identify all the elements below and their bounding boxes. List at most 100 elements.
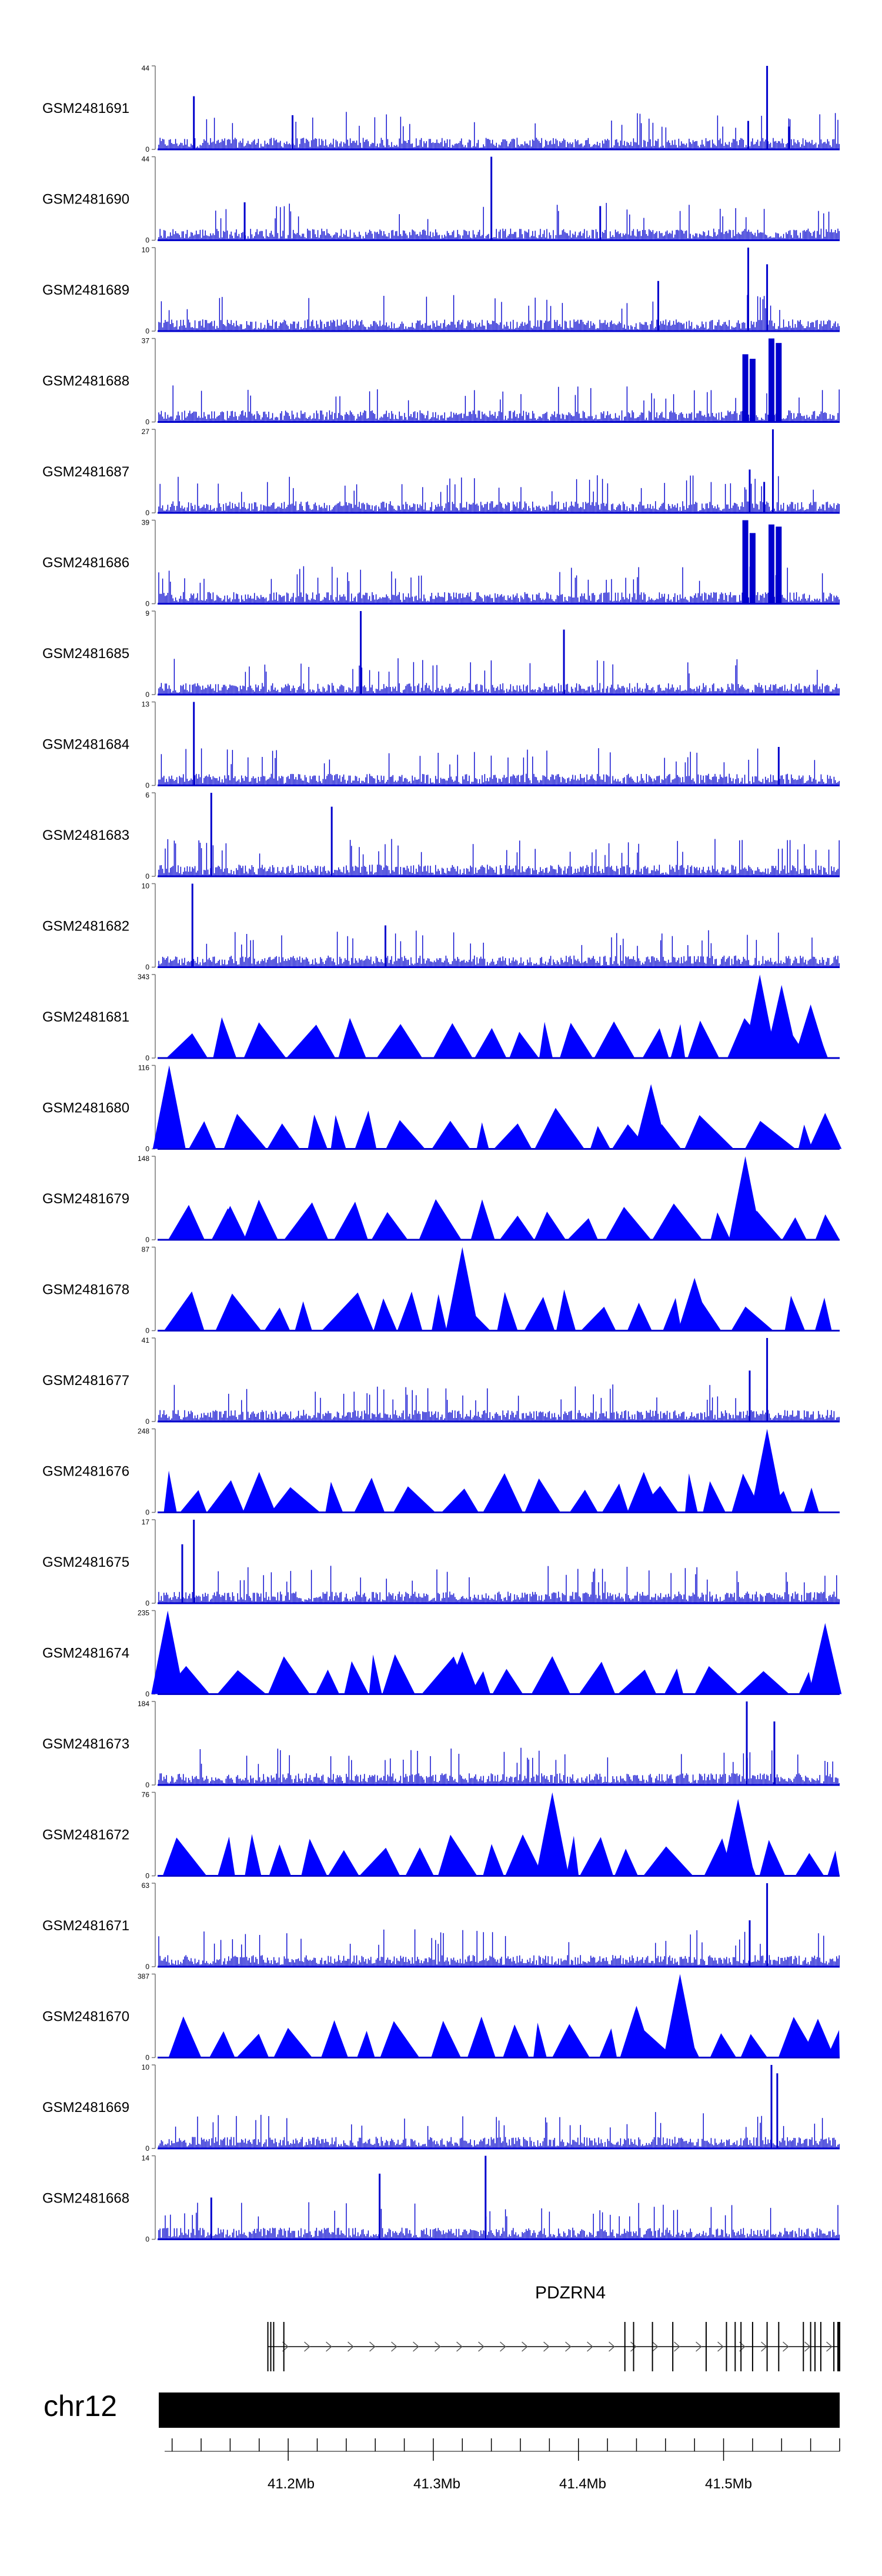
track-sample-label: GSM2481685 [42, 646, 129, 662]
signal-triangle [376, 1024, 423, 1058]
track-sample-label: GSM2481682 [42, 919, 129, 935]
track-ymin-label: 0 [145, 1872, 149, 1880]
strand-arrow [630, 2341, 637, 2352]
signal-bars [158, 1566, 840, 1603]
signal-triangle [685, 1473, 698, 1513]
gene-exon-block [837, 2322, 840, 2371]
signal-triangle [308, 1115, 328, 1149]
signal-triangle [357, 2031, 375, 2058]
signal-bars [158, 930, 840, 967]
track-ymax-label: 10 [142, 882, 150, 890]
signal-bars [158, 385, 840, 422]
track-ymin-label: 0 [145, 1236, 149, 1244]
track-ymin-label: 0 [145, 1054, 149, 1062]
signal-triangle [405, 1847, 434, 1876]
signal-triangle [605, 1207, 652, 1240]
signal-triangle [333, 1202, 368, 1240]
signal-peak [663, 1974, 697, 2058]
signal-triangle [493, 1123, 532, 1149]
strand-arrow [326, 2341, 332, 2352]
strand-arrow [348, 2341, 354, 2352]
track-GSM2481676: GSM2481676 248 0 [42, 1427, 840, 1517]
signal-peak [808, 1623, 842, 1694]
track-GSM2481690: GSM2481690 44 0 [42, 155, 840, 245]
signal-peak [536, 1792, 569, 1876]
strand-arrow [674, 2341, 680, 2352]
track-sample-label: GSM2481679 [42, 1191, 129, 1207]
signal-triangle [594, 1021, 635, 1058]
track-sample-label: GSM2481684 [42, 737, 129, 753]
strand-arrow [500, 2341, 506, 2352]
signal-triangle [316, 1669, 340, 1694]
signal-triangle [206, 1480, 245, 1513]
signal-triangle [694, 1666, 739, 1694]
signal-triangle [467, 2016, 496, 2058]
signal-bars [158, 1929, 840, 1967]
track-sample-label: GSM2481670 [42, 2009, 129, 2025]
strand-arrow [304, 2341, 310, 2352]
signal-triangle [815, 1214, 840, 1240]
track-sample-label: GSM2481688 [42, 373, 129, 389]
track-sample-label: GSM2481683 [42, 827, 129, 843]
signal-triangle [579, 1661, 616, 1694]
signal-triangle [380, 2021, 420, 2058]
signal-triangle [559, 1023, 593, 1058]
strand-arrow [456, 2341, 463, 2352]
track-ymin-label: 0 [145, 327, 149, 335]
track-sample-label: GSM2481672 [42, 1827, 129, 1843]
track-ymin-label: 0 [145, 690, 149, 699]
signal-bars [158, 295, 840, 331]
track-GSM2481672: GSM2481672 76 0 [42, 1791, 840, 1880]
signal-peak [743, 975, 777, 1058]
track-ymax-label: 148 [138, 1154, 149, 1163]
track-GSM2481668: GSM2481668 14 0 [42, 2154, 840, 2244]
signal-triangle [476, 1122, 489, 1149]
signal-triangle [267, 1123, 300, 1149]
signal-triangle [243, 1022, 286, 1058]
track-GSM2481683: GSM2481683 6 0 [42, 791, 840, 880]
track-ymin-label: 0 [145, 509, 149, 517]
strand-arrow [587, 2341, 593, 2352]
signal-triangle [533, 2023, 547, 2058]
signal-peak [620, 2006, 653, 2058]
signal-triangle [744, 1120, 796, 1149]
track-ymax-label: 10 [142, 2063, 150, 2071]
strand-arrow [369, 2341, 376, 2352]
signal-triangle [524, 1478, 561, 1513]
signal-triangle [569, 1490, 598, 1513]
signal-peak [749, 533, 756, 604]
signal-triangle [643, 1846, 693, 1876]
signal-triangle [579, 1837, 614, 1876]
track-sample-label: GSM2481680 [42, 1100, 129, 1116]
track-sample-label: GSM2481675 [42, 1554, 129, 1570]
track-GSM2481669: GSM2481669 10 0 [42, 2063, 840, 2153]
track-GSM2481686: GSM2481686 39 0 [42, 519, 840, 608]
track-GSM2481691: GSM2481691 44 0 [42, 64, 840, 154]
track-ymax-label: 27 [142, 428, 150, 436]
signal-peak [742, 354, 749, 422]
track-sample-label: GSM2481674 [42, 1646, 129, 1661]
signal-triangle [534, 1107, 584, 1149]
signal-triangle [617, 1669, 657, 1694]
signal-triangle [243, 1199, 278, 1240]
signal-triangle [652, 1203, 703, 1240]
signal-bars [158, 1384, 840, 1422]
signal-triangle [827, 1850, 840, 1876]
signal-triangle [431, 2020, 461, 2058]
track-ymin-label: 0 [145, 963, 149, 972]
signal-triangle [795, 1853, 824, 1876]
signal-peak [750, 1429, 784, 1513]
track-GSM2481682: GSM2481682 10 0 [42, 882, 840, 972]
track-ymin-label: 0 [145, 1509, 149, 1517]
track-ymin-label: 0 [145, 1417, 149, 1426]
track-GSM2481670: GSM2481670 387 0 [42, 1973, 840, 2062]
signal-triangle [218, 1836, 235, 1876]
signal-triangle [663, 1297, 681, 1331]
signal-triangle [556, 1289, 576, 1331]
signal-triangle [245, 1834, 262, 1876]
signal-bars [158, 475, 840, 513]
strand-arrow [522, 2341, 528, 2352]
track-GSM2481674: GSM2481674 235 0 [42, 1609, 842, 1699]
track-ymin-label: 0 [145, 1327, 149, 1335]
